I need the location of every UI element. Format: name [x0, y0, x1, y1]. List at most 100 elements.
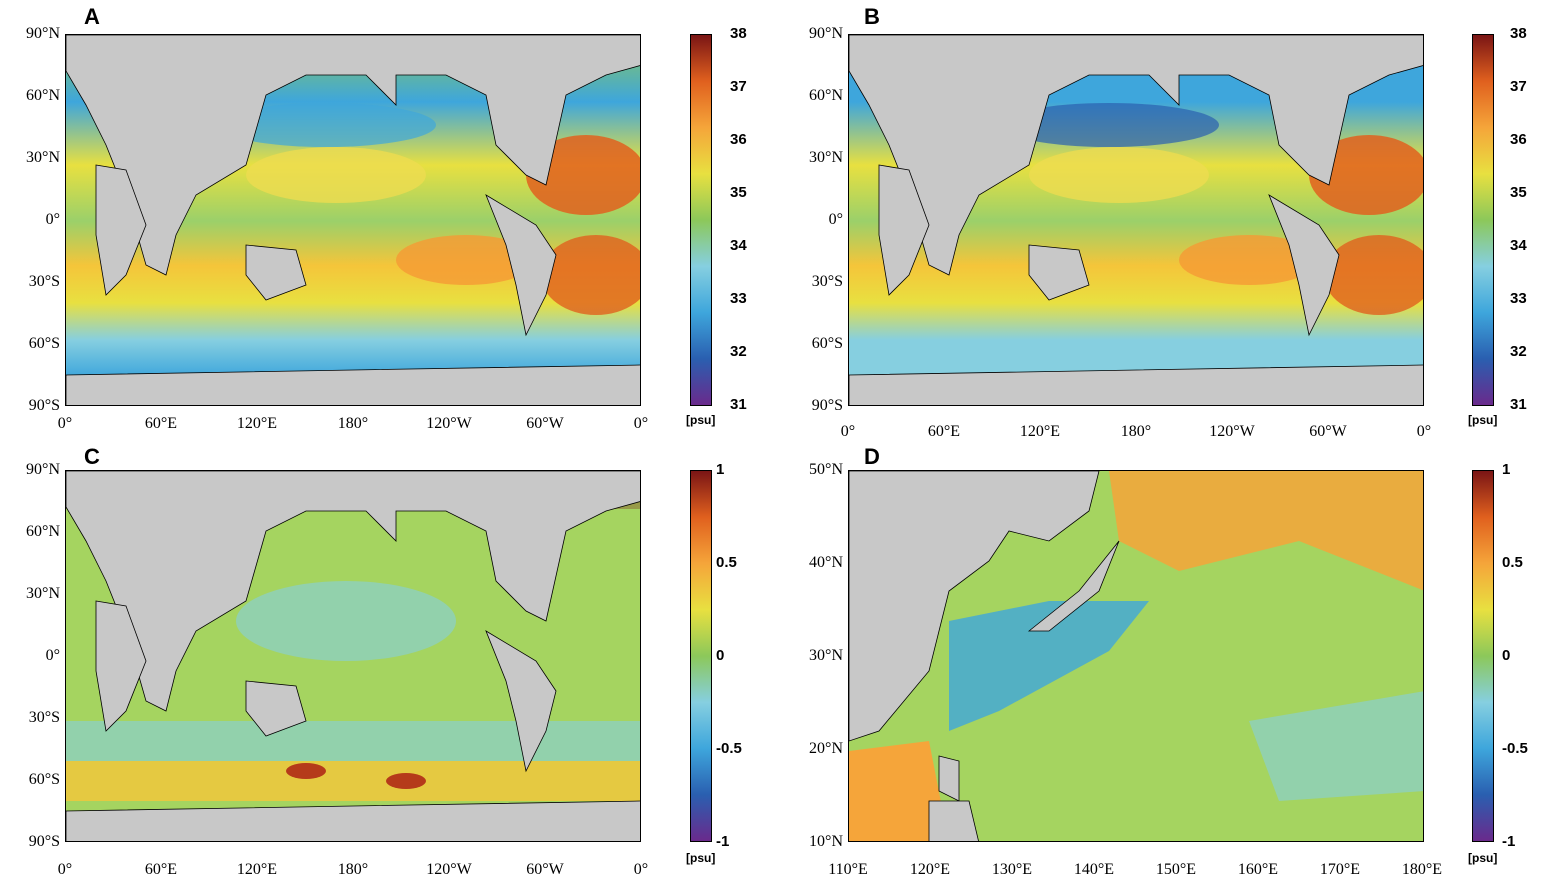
colorbar-tick: 36 [730, 131, 747, 148]
colorbar-tick: 1 [716, 461, 725, 478]
x-tick: 0° [57, 415, 73, 432]
colorbar-unit: [psu] [686, 851, 716, 865]
colorbar [690, 470, 712, 842]
y-tick: 60°N [26, 87, 60, 104]
colorbar-tick: 31 [730, 396, 747, 413]
y-tick: 30°N [26, 585, 60, 602]
colorbar-tick: 0 [716, 647, 725, 664]
colorbar-tick: 36 [1510, 131, 1527, 148]
colorbar-tick: 34 [1510, 237, 1527, 254]
panel-letter: C [84, 444, 100, 469]
x-tick: 160°E [1237, 861, 1279, 878]
x-tick: 60°W [526, 415, 564, 432]
x-tick: 150°E [1155, 861, 1197, 878]
panel-letter: A [84, 4, 100, 29]
y-tick: 60°S [28, 335, 60, 352]
y-tick: 60°S [28, 771, 60, 788]
colorbar-tick: -1 [716, 833, 730, 850]
x-tick: 130°E [991, 861, 1033, 878]
y-tick: 0° [828, 211, 843, 228]
salinity-map [849, 35, 1423, 405]
y-tick: 50°N [809, 461, 843, 478]
colorbar-tick: 35 [730, 184, 747, 201]
colorbar-tick: 33 [730, 290, 747, 307]
x-tick: 60°E [927, 423, 961, 440]
x-tick: 120°W [1209, 423, 1255, 440]
y-tick: 60°N [809, 87, 843, 104]
y-tick: 30°S [811, 273, 843, 290]
y-tick: 30°N [26, 149, 60, 166]
y-tick: 40°N [809, 554, 843, 571]
regional-difference-map [849, 471, 1423, 841]
x-tick: 110°E [828, 861, 868, 878]
y-tick: 20°N [809, 740, 843, 757]
map-frame [65, 470, 641, 842]
x-tick: 180° [337, 415, 369, 432]
y-tick: 90°S [811, 397, 843, 414]
y-tick: 30°N [809, 149, 843, 166]
map-frame [65, 34, 641, 406]
colorbar-tick: 0 [1502, 647, 1511, 664]
colorbar-tick: 37 [730, 78, 747, 95]
x-tick: 0° [840, 423, 856, 440]
x-tick: 0° [633, 861, 649, 878]
colorbar-unit: [psu] [686, 413, 716, 427]
colorbar-tick: 31 [1510, 396, 1527, 413]
map-frame [848, 34, 1424, 406]
colorbar-tick: 34 [730, 237, 747, 254]
colorbar-unit: [psu] [1468, 413, 1498, 427]
x-tick: 180° [337, 861, 369, 878]
colorbar-tick: 38 [730, 25, 747, 42]
x-tick: 60°W [526, 861, 564, 878]
x-tick: 140°E [1073, 861, 1115, 878]
colorbar-tick: -0.5 [716, 740, 742, 757]
y-tick: 30°N [809, 647, 843, 664]
map-frame [848, 470, 1424, 842]
panel-letter: D [864, 444, 880, 469]
y-tick: 90°N [26, 461, 60, 478]
x-tick: 60°W [1309, 423, 1347, 440]
y-tick: 60°S [811, 335, 843, 352]
x-tick: 170°E [1319, 861, 1361, 878]
x-tick: 120°W [426, 415, 472, 432]
x-tick: 0° [633, 415, 649, 432]
panel-letter: B [864, 4, 880, 29]
y-tick: 90°S [28, 397, 60, 414]
y-tick: 60°N [26, 523, 60, 540]
x-tick: 180°E [1401, 861, 1443, 878]
y-tick: 30°S [28, 273, 60, 290]
x-tick: 60°E [144, 861, 178, 878]
colorbar-tick: 0.5 [1502, 554, 1523, 571]
x-tick: 180° [1120, 423, 1152, 440]
colorbar-tick: 1 [1502, 461, 1511, 478]
colorbar [1472, 34, 1494, 406]
x-tick: 120°E [236, 415, 278, 432]
colorbar-tick: 38 [1510, 25, 1527, 42]
y-tick: 90°N [26, 25, 60, 42]
colorbar-tick: 33 [1510, 290, 1527, 307]
colorbar-tick: 35 [1510, 184, 1527, 201]
y-tick: 0° [45, 211, 60, 228]
x-tick: 120°E [909, 861, 951, 878]
colorbar [1472, 470, 1494, 842]
y-tick: 90°N [809, 25, 843, 42]
y-tick: 30°S [28, 709, 60, 726]
colorbar-tick: 32 [1510, 343, 1527, 360]
colorbar-tick: 32 [730, 343, 747, 360]
x-tick: 0° [1416, 423, 1432, 440]
x-tick: 120°E [1019, 423, 1061, 440]
x-tick: 120°E [236, 861, 278, 878]
salinity-difference-map [66, 471, 640, 841]
x-tick: 60°E [144, 415, 178, 432]
colorbar-tick: 0.5 [716, 554, 737, 571]
colorbar-tick: -1 [1502, 833, 1516, 850]
colorbar-tick: -0.5 [1502, 740, 1528, 757]
colorbar-tick: 37 [1510, 78, 1527, 95]
x-tick: 120°W [426, 861, 472, 878]
colorbar-unit: [psu] [1468, 851, 1498, 865]
y-tick: 10°N [809, 833, 843, 850]
y-tick: 90°S [28, 833, 60, 850]
colorbar [690, 34, 712, 406]
x-tick: 0° [57, 861, 73, 878]
salinity-map [66, 35, 640, 405]
